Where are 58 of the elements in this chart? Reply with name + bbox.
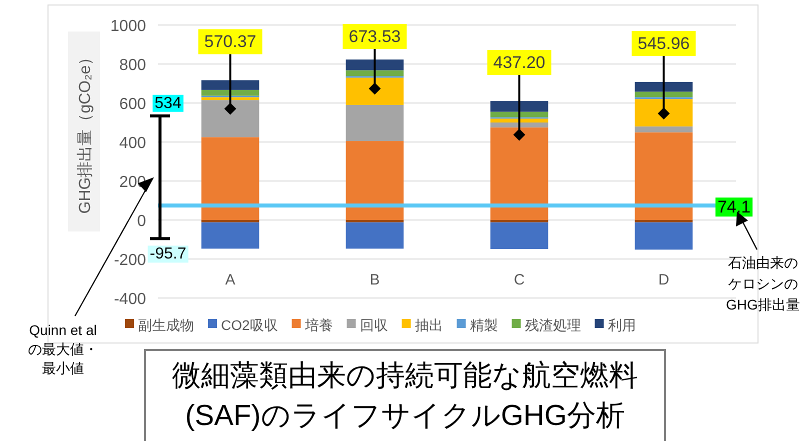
x-tick-label: D <box>658 272 670 288</box>
point <box>224 102 236 115</box>
legend-label: 回収 <box>360 317 388 333</box>
y-tick-label: -400 <box>114 291 146 308</box>
refline-label: 534 <box>152 94 184 112</box>
bar <box>346 70 404 76</box>
bar <box>201 222 260 249</box>
bar <box>490 122 548 128</box>
ylabel: GHG排出量（gCO₂e） <box>68 32 100 232</box>
refline-label: -95.7 <box>148 246 188 263</box>
data-label: 570.37 <box>204 32 256 52</box>
y-tick-label: -200 <box>114 252 146 269</box>
y-tick-label: 0 <box>137 213 146 230</box>
legend-label: CO2吸収 <box>221 317 278 333</box>
y-tick-label: 1000 <box>110 18 146 35</box>
data-label: 673.53 <box>348 27 401 46</box>
bar <box>634 82 693 92</box>
bar <box>346 78 404 105</box>
legend-label: 利用 <box>608 317 636 333</box>
bar <box>490 222 548 250</box>
point <box>658 108 670 120</box>
refline-label: 74.1 <box>715 198 753 217</box>
y-tick-label: 400 <box>119 135 146 152</box>
bar <box>201 80 260 90</box>
y-tick-label: 800 <box>119 57 146 74</box>
bar <box>346 141 404 220</box>
text: Quinn et alの最大値・最小値 <box>28 322 98 376</box>
legend-label: 副生成物 <box>138 317 194 333</box>
legend-label: 残渣処理 <box>524 317 581 333</box>
point <box>368 82 381 95</box>
data-label: 437.20 <box>493 53 546 72</box>
point <box>513 128 526 141</box>
bar <box>490 101 548 112</box>
bar <box>201 137 260 220</box>
bar <box>634 132 693 220</box>
x-tick-label: A <box>225 272 236 288</box>
bar <box>634 92 693 98</box>
bar <box>346 104 404 142</box>
data-label: 545.96 <box>638 34 690 53</box>
bar <box>634 222 693 250</box>
x-tick-label: B <box>370 272 380 288</box>
bar <box>201 100 260 138</box>
title: 微細藻類由来の持続可能な航空燃料(SAF)のライフサイクルGHG分析 <box>144 349 666 441</box>
annotation: 石油由来のケロシンのGHG排出量 <box>726 254 800 313</box>
legend-label: 培養 <box>304 317 333 333</box>
bar <box>346 60 404 70</box>
bar <box>634 99 693 126</box>
bar <box>201 90 260 96</box>
y-axis-title: GHG排出量（gCO₂e） <box>76 49 94 214</box>
y-tick-label: 600 <box>119 96 146 113</box>
legend-label: 抽出 <box>414 317 443 333</box>
bar <box>490 118 548 122</box>
x-tick-label: C <box>514 272 525 288</box>
bar <box>201 97 260 100</box>
bar <box>346 222 404 249</box>
bar <box>490 127 548 220</box>
legend-label: 精製 <box>470 317 498 333</box>
bar <box>634 126 693 132</box>
